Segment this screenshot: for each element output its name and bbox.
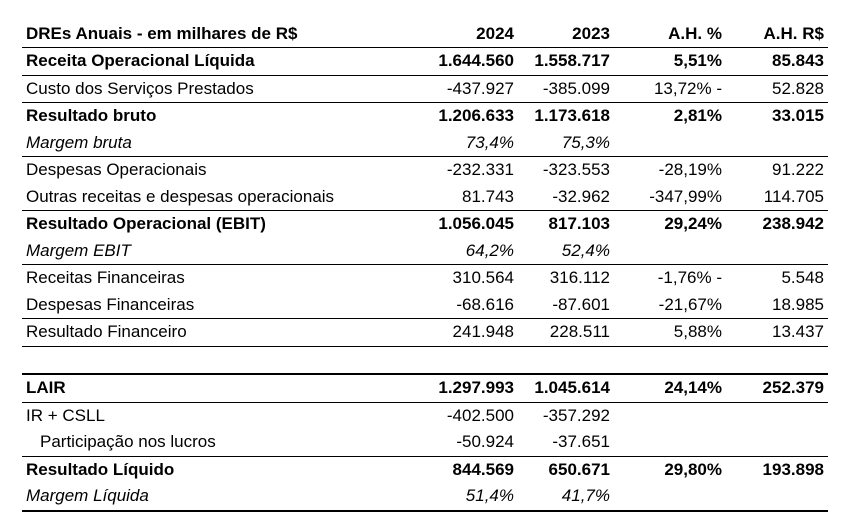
row-label: Resultado Operacional (EBIT) [26,214,266,233]
row-label: Margem bruta [26,132,132,152]
cell-2023: 1.045.614 [534,378,610,397]
row-ir-csll: IR + CSLL -402.500 -357.292 [22,403,828,430]
row-receitas-financeiras: Receitas Financeiras 310.564 316.112 -1,… [22,265,828,292]
cell-2023: 52,4% [561,240,610,260]
cell-2024: 64,2% [465,240,514,260]
row-label: LAIR [26,378,66,397]
row-lair: LAIR 1.297.993 1.045.614 24,14% 252.379 [22,375,828,403]
cell-ah-pct: 5,88% [673,322,722,341]
row-receita-operacional-liquida: Receita Operacional Líquida 1.644.560 1.… [22,48,828,76]
cell-ah-rs: 18.985 [772,294,824,314]
cell-2023: 650.671 [548,459,610,479]
cell-ah-rs: 114.705 [763,186,824,206]
row-resultado-financeiro: Resultado Financeiro 241.948 228.511 5,8… [22,319,828,347]
cell-2024: -68.616 [456,294,514,314]
cell-2023: -37.651 [552,432,610,451]
spacer-row [22,347,828,375]
cell-2023: -385.099 [542,78,610,98]
col-header-ah-rs: A.H. R$ [763,24,824,43]
row-label: Custo dos Serviços Prestados [26,78,254,98]
row-label: Margem EBIT [26,240,131,260]
cell-2023: 41,7% [561,486,610,505]
cell-2024: -232.331 [446,160,514,179]
row-label: IR + CSLL [26,405,105,425]
cell-ah-pct: 5,51% [673,51,722,70]
cell-ah-rs: 52.828 [772,78,824,98]
cell-ah-rs: 13.437 [772,322,824,341]
cell-ah-pct: 24,14% [664,378,722,397]
cell-2024: 1.644.560 [438,51,514,70]
cell-ah-pct: -21,67% [658,294,722,314]
cell-2024: 51,4% [465,486,514,505]
row-outras-receitas-despesas: Outras receitas e despesas operacionais … [22,184,828,211]
cell-ah-rs: 91.222 [772,160,824,179]
row-resultado-bruto: Resultado bruto 1.206.633 1.173.618 2,81… [22,103,828,130]
row-margem-bruta: Margem bruta 73,4% 75,3% [22,130,828,157]
cell-2024: 1.056.045 [438,214,514,233]
cell-2024: 310.564 [452,268,514,287]
cell-ah-rs: 193.898 [762,459,824,479]
cell-ah-rs: 238.942 [762,214,824,233]
row-label: Participação nos lucros [40,432,216,451]
row-despesas-financeiras: Despesas Financeiras -68.616 -87.601 -21… [22,292,828,319]
row-label: Resultado bruto [26,106,157,125]
row-resultado-liquido: Resultado Líquido 844.569 650.671 29,80%… [22,457,828,484]
cell-ah-pct: -1,76% - [657,268,722,287]
cell-2024: 1.297.993 [438,378,514,397]
row-label: Receita Operacional Líquida [26,51,255,70]
cell-ah-pct: -347,99% [649,186,722,206]
cell-ah-rs: 252.379 [762,378,824,397]
cell-2024: 81.743 [462,186,514,206]
cell-2024: -50.924 [456,432,514,451]
cell-ah-pct: -28,19% [658,160,722,179]
header-row: DREs Anuais - em milhares de R$ 2024 202… [22,20,828,48]
row-participacao-lucros: Participação nos lucros -50.924 -37.651 [22,429,828,457]
row-despesas-operacionais: Despesas Operacionais -232.331 -323.553 … [22,157,828,184]
cell-ah-pct: 29,80% [664,459,722,479]
row-margem-ebit: Margem EBIT 64,2% 52,4% [22,238,828,265]
cell-2024: 844.569 [452,459,514,479]
row-label: Resultado Líquido [26,459,175,479]
cell-2023: -357.292 [542,405,610,425]
dre-table: DREs Anuais - em milhares de R$ 2024 202… [22,20,828,512]
row-label: Despesas Financeiras [26,294,195,314]
cell-2023: -32.962 [552,186,610,206]
cell-2023: 1.173.618 [534,106,610,125]
cell-2023: 75,3% [561,132,610,152]
cell-ah-pct: 13,72% - [653,78,722,98]
row-label: Receitas Financeiras [26,268,185,287]
row-margem-liquida: Margem Líquida 51,4% 41,7% [22,483,828,512]
row-label: Resultado Financeiro [26,322,187,341]
cell-2024: 1.206.633 [438,106,514,125]
cell-2023: 817.103 [548,214,610,233]
cell-2024: 73,4% [465,132,514,152]
cell-2024: -437.927 [446,78,514,98]
table-title: DREs Anuais - em milhares de R$ [26,24,298,43]
row-resultado-operacional-ebit: Resultado Operacional (EBIT) 1.056.045 8… [22,211,828,238]
row-label: Outras receitas e despesas operacionais [26,186,335,206]
cell-2024: 241.948 [452,322,514,341]
cell-2023: 228.511 [549,322,610,341]
cell-2023: -323.553 [542,160,610,179]
cell-ah-pct: 29,24% [664,214,722,233]
cell-ah-pct: 2,81% [673,106,722,125]
cell-2023: -87.601 [552,294,610,314]
col-header-2023: 2023 [572,24,610,43]
cell-2023: 1.558.717 [534,51,610,70]
cell-ah-rs: 33.015 [772,106,824,125]
cell-2023: 316.112 [549,268,610,287]
col-header-ah-pct: A.H. % [668,24,722,43]
col-header-2024: 2024 [476,24,514,43]
cell-ah-rs: 5.548 [781,268,824,287]
cell-2024: -402.500 [446,405,514,425]
cell-ah-rs: 85.843 [772,51,824,70]
row-custo-servicos: Custo dos Serviços Prestados -437.927 -3… [22,76,828,103]
row-label: Despesas Operacionais [26,160,207,179]
row-label: Margem Líquida [26,486,149,505]
